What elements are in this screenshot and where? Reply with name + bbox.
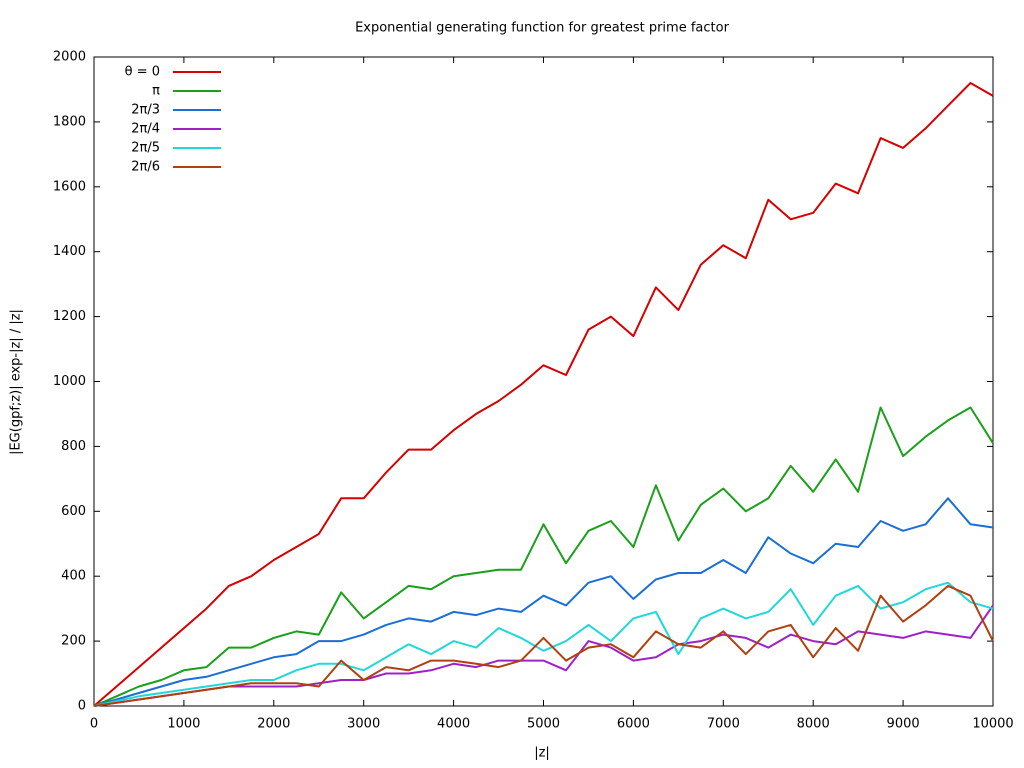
x-tick-label: 2000	[257, 717, 290, 732]
y-tick-label: 1600	[53, 179, 86, 194]
series-line	[93, 497, 994, 707]
legend-label: 2π/3	[131, 103, 160, 118]
y-tick-label: 200	[61, 634, 86, 649]
y-tick-label: 800	[61, 439, 86, 454]
y-axis-label: |EG(gpf;z)| exp-|z| / |z|	[9, 309, 24, 455]
x-tick-label: 8000	[797, 717, 830, 732]
x-tick-label: 6000	[617, 717, 650, 732]
y-tick-label: 1400	[53, 244, 86, 259]
y-tick-label: 2000	[53, 50, 86, 65]
series-line	[93, 82, 994, 707]
x-tick-label: 1000	[167, 717, 200, 732]
x-tick-label: 5000	[527, 717, 560, 732]
x-axis-label: |z|	[534, 746, 550, 761]
x-tick-label: 3000	[347, 717, 380, 732]
x-tick-label: 7000	[707, 717, 740, 732]
x-tick-label: 9000	[887, 717, 920, 732]
x-tick-label: 0	[90, 717, 98, 732]
series-line	[93, 406, 994, 707]
y-tick-label: 1200	[53, 309, 86, 324]
y-tick-label: 1800	[53, 114, 86, 129]
legend-label: 2π/4	[131, 122, 160, 137]
series-line	[93, 584, 994, 707]
y-tick-label: 0	[78, 699, 86, 714]
legend-label: π	[152, 84, 160, 99]
series-line	[93, 604, 994, 707]
chart-title: Exponential generating function for grea…	[355, 21, 730, 36]
legend-label: 2π/6	[131, 160, 160, 175]
legend-label: θ = 0	[125, 65, 160, 80]
x-tick-label: 10000	[972, 717, 1013, 732]
legend-label: 2π/5	[131, 141, 160, 156]
y-tick-label: 1000	[53, 374, 86, 389]
series-line	[93, 581, 994, 707]
x-tick-label: 4000	[437, 717, 470, 732]
y-tick-label: 600	[61, 504, 86, 519]
y-tick-label: 400	[61, 569, 86, 584]
